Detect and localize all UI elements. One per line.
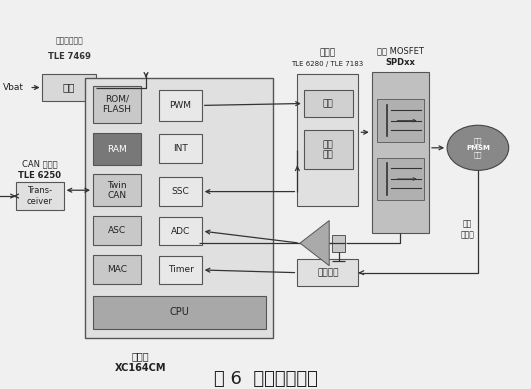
Text: 三相
PMSM
电机: 三相 PMSM 电机: [466, 137, 490, 158]
Text: ADC: ADC: [171, 226, 190, 236]
Text: 位置: 位置: [463, 219, 472, 228]
Text: 驱动: 驱动: [323, 99, 333, 108]
FancyBboxPatch shape: [297, 74, 358, 206]
Text: 功率 MOSFET: 功率 MOSFET: [377, 46, 424, 55]
FancyBboxPatch shape: [377, 99, 424, 142]
FancyBboxPatch shape: [93, 296, 266, 329]
Text: TLE 7469: TLE 7469: [48, 52, 90, 61]
Text: SPDxx: SPDxx: [386, 58, 415, 67]
Text: Timer: Timer: [168, 265, 193, 275]
Text: 单片机: 单片机: [132, 351, 150, 361]
Circle shape: [447, 125, 509, 170]
FancyBboxPatch shape: [304, 130, 353, 169]
Polygon shape: [300, 221, 329, 266]
Text: 电源: 电源: [63, 82, 75, 93]
FancyBboxPatch shape: [93, 216, 141, 245]
Text: TLE 6250: TLE 6250: [19, 170, 61, 180]
FancyBboxPatch shape: [93, 133, 141, 165]
Text: ASC: ASC: [108, 226, 126, 235]
Text: CAN 收发器: CAN 收发器: [22, 159, 58, 168]
FancyBboxPatch shape: [377, 158, 424, 200]
Text: 信号处理: 信号处理: [317, 268, 339, 277]
FancyBboxPatch shape: [93, 255, 141, 284]
Text: Twin
CAN: Twin CAN: [107, 180, 126, 200]
Text: Trans-
ceiver: Trans- ceiver: [27, 186, 53, 206]
Text: MAC: MAC: [107, 265, 127, 274]
Text: Vbat: Vbat: [3, 83, 24, 92]
FancyBboxPatch shape: [159, 177, 202, 206]
Text: 保护
诊断: 保护 诊断: [323, 140, 333, 159]
FancyBboxPatch shape: [297, 259, 358, 286]
Text: CPU: CPU: [169, 307, 189, 317]
Text: ROM/
FLASH: ROM/ FLASH: [102, 95, 131, 114]
FancyBboxPatch shape: [332, 235, 345, 252]
Text: INT: INT: [173, 144, 188, 153]
Text: PWM: PWM: [169, 101, 192, 110]
FancyBboxPatch shape: [372, 72, 429, 233]
Text: 桥驱动: 桥驱动: [320, 48, 336, 57]
FancyBboxPatch shape: [304, 90, 353, 117]
FancyBboxPatch shape: [159, 134, 202, 163]
Text: SSC: SSC: [172, 187, 190, 196]
Text: TLE 6280 / TLE 7183: TLE 6280 / TLE 7183: [292, 61, 364, 67]
FancyBboxPatch shape: [159, 217, 202, 245]
FancyBboxPatch shape: [159, 256, 202, 284]
Text: 图 6  系统构成框图: 图 6 系统构成框图: [213, 370, 318, 388]
FancyBboxPatch shape: [85, 78, 273, 338]
FancyBboxPatch shape: [93, 174, 141, 206]
FancyBboxPatch shape: [159, 90, 202, 121]
Text: 低压降稳压块: 低压降稳压块: [55, 36, 83, 46]
Text: 传感器: 传感器: [460, 231, 474, 240]
FancyBboxPatch shape: [16, 182, 64, 210]
FancyBboxPatch shape: [42, 74, 96, 101]
Text: RAM: RAM: [107, 145, 127, 154]
Text: XC164CM: XC164CM: [115, 363, 166, 373]
FancyBboxPatch shape: [93, 86, 141, 123]
